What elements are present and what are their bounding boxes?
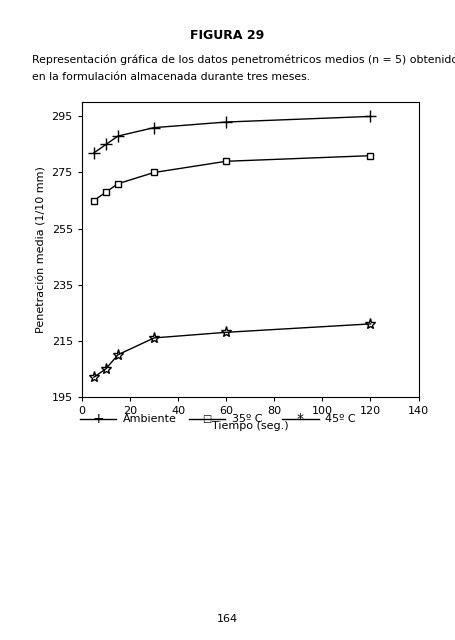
Text: FIGURA 29: FIGURA 29: [190, 29, 265, 42]
Text: Representación gráfica de los datos penetrométricos medios (n = 5) obtenidos: Representación gráfica de los datos pene…: [32, 54, 455, 65]
Text: +: +: [92, 412, 104, 426]
X-axis label: Tiempo (seg.): Tiempo (seg.): [212, 421, 288, 431]
Text: *: *: [297, 412, 304, 426]
Text: □: □: [202, 414, 212, 424]
Y-axis label: Penetración media (1/10 mm): Penetración media (1/10 mm): [36, 166, 46, 333]
Text: 164: 164: [217, 614, 238, 624]
Text: Ambiente: Ambiente: [123, 414, 177, 424]
Text: 35º C: 35º C: [232, 414, 263, 424]
Text: 45º C: 45º C: [325, 414, 356, 424]
Text: en la formulación almacenada durante tres meses.: en la formulación almacenada durante tre…: [32, 72, 310, 83]
